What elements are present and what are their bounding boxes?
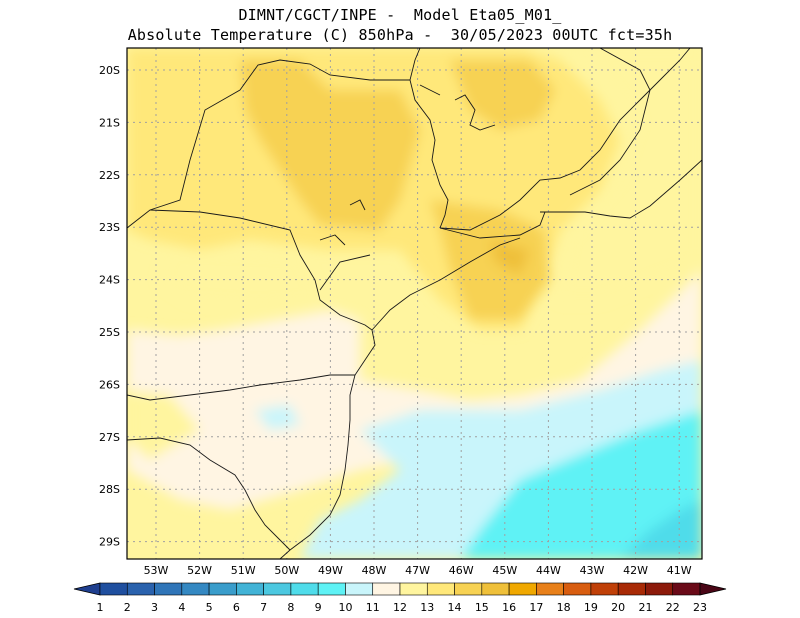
colorbar-swatch bbox=[126, 582, 155, 596]
colorbar-label: 9 bbox=[315, 601, 322, 614]
latitude-label: 23S bbox=[99, 221, 120, 234]
colorbar-swatch bbox=[454, 582, 483, 596]
longitude-label: 51W bbox=[231, 564, 256, 577]
longitude-label: 53W bbox=[144, 564, 169, 577]
colorbar-swatch bbox=[399, 582, 428, 596]
colorbar: 1 2 3 4 5 6 7 8 9 10 11 12 13 14 15 16 17 18 19 20 21 22 23 bbox=[73, 582, 727, 614]
colorbar-label: 15 bbox=[475, 601, 489, 614]
colorbar-swatch bbox=[181, 582, 210, 596]
colorbar-label: 5 bbox=[206, 601, 213, 614]
colorbar-swatch bbox=[617, 582, 646, 596]
colorbar-label: 4 bbox=[178, 601, 185, 614]
colorbar-swatch bbox=[263, 582, 292, 596]
colorbar-swatch bbox=[99, 582, 128, 596]
longitude-label: 45W bbox=[492, 564, 517, 577]
colorbar-label: 12 bbox=[393, 601, 407, 614]
colorbar-swatch bbox=[508, 582, 537, 596]
colorbar-label: 17 bbox=[529, 601, 543, 614]
map-title-line1: DIMNT/CGCT/INPE - Model Eta05_M01_ bbox=[238, 6, 562, 24]
latitude-label: 27S bbox=[99, 431, 120, 444]
colorbar-label: 1 bbox=[97, 601, 104, 614]
longitude-label: 43W bbox=[580, 564, 605, 577]
map-title-line2: Absolute Temperature (C) 850hPa - 30/05/… bbox=[127, 26, 673, 44]
colorbar-swatch bbox=[290, 582, 319, 596]
colorbar-label: 18 bbox=[557, 601, 571, 614]
longitude-label: 50W bbox=[274, 564, 299, 577]
colorbar-swatch bbox=[645, 582, 674, 596]
colorbar-label: 11 bbox=[366, 601, 380, 614]
colorbar-label: 23 bbox=[693, 601, 707, 614]
graticule bbox=[127, 48, 702, 559]
colorbar-label: 19 bbox=[584, 601, 598, 614]
colorbar-swatch bbox=[317, 582, 346, 596]
colorbar-label: 3 bbox=[151, 601, 158, 614]
latitude-label: 29S bbox=[99, 536, 120, 549]
latitude-labels: 20S 21S 22S 23S 24S 25S 26S 27S 28S 29S bbox=[99, 64, 120, 549]
colorbar-swatch bbox=[208, 582, 237, 596]
colorbar-label: 14 bbox=[448, 601, 462, 614]
latitude-label: 28S bbox=[99, 483, 120, 496]
colorbar-label: 10 bbox=[338, 601, 352, 614]
longitude-label: 41W bbox=[667, 564, 692, 577]
map-frame bbox=[126, 47, 703, 560]
colorbar-label: 2 bbox=[124, 601, 131, 614]
colorbar-arrow-high bbox=[699, 582, 727, 596]
latitude-label: 22S bbox=[99, 169, 120, 182]
shaded-field bbox=[127, 48, 702, 559]
latitude-label: 25S bbox=[99, 326, 120, 339]
longitude-label: 42W bbox=[623, 564, 648, 577]
longitude-label: 46W bbox=[449, 564, 474, 577]
longitude-label: 44W bbox=[536, 564, 561, 577]
latitude-label: 21S bbox=[99, 116, 120, 129]
longitude-label: 47W bbox=[405, 564, 430, 577]
colorbar-label: 16 bbox=[502, 601, 516, 614]
coastlines-and-borders bbox=[127, 48, 702, 559]
colorbar-swatch bbox=[536, 582, 564, 596]
colorbar-swatch bbox=[345, 582, 374, 596]
latitude-label: 20S bbox=[99, 64, 120, 77]
colorbar-label: 13 bbox=[420, 601, 434, 614]
colorbar-swatch bbox=[590, 582, 619, 596]
colorbar-label: 6 bbox=[233, 601, 240, 614]
colorbar-label: 22 bbox=[666, 601, 680, 614]
colorbar-label: 21 bbox=[638, 601, 652, 614]
colorbar-arrow-low bbox=[73, 582, 101, 596]
latitude-label: 24S bbox=[99, 274, 120, 287]
longitude-label: 52W bbox=[187, 564, 212, 577]
colorbar-swatch bbox=[154, 582, 183, 596]
longitude-label: 48W bbox=[362, 564, 387, 577]
colorbar-swatch bbox=[426, 582, 455, 596]
longitude-label: 49W bbox=[318, 564, 343, 577]
colorbar-swatch bbox=[372, 582, 401, 596]
colorbar-swatch bbox=[236, 582, 264, 596]
colorbar-swatch bbox=[481, 582, 510, 596]
colorbar-label: 20 bbox=[611, 601, 625, 614]
colorbar-label: 8 bbox=[287, 601, 294, 614]
longitude-labels: 53W 52W 51W 50W 49W 48W 47W 46W 45W 44W 43W 42W 41W bbox=[144, 564, 692, 577]
colorbar-swatch bbox=[672, 582, 701, 596]
latitude-label: 26S bbox=[99, 378, 120, 391]
colorbar-label: 7 bbox=[260, 601, 267, 614]
colorbar-swatch bbox=[563, 582, 592, 596]
